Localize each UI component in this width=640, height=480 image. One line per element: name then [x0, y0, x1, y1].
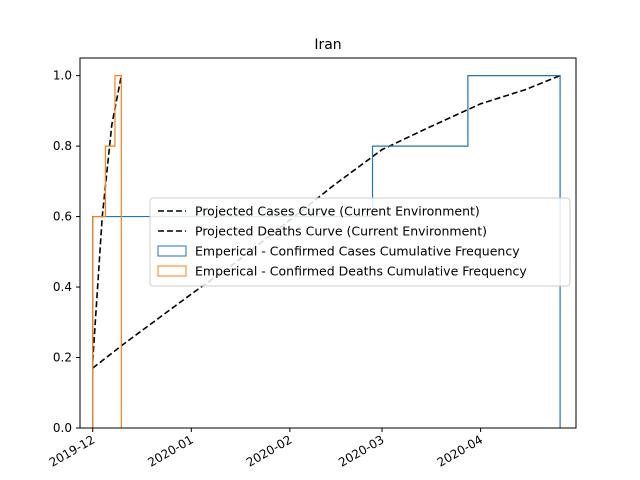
legend-label-1: Projected Deaths Curve (Current Environm… — [195, 224, 487, 239]
legend-box — [149, 197, 571, 287]
series-1-line — [91, 75, 123, 362]
legend-label-0: Projected Cases Curve (Current Environme… — [195, 204, 480, 219]
y-tick-label-4: 0.8 — [53, 139, 72, 153]
legend-label-3: Emperical - Confirmed Deaths Cumulative … — [195, 264, 527, 279]
series-3-histogram — [92, 75, 122, 428]
plot-frame — [79, 57, 577, 429]
y-tick-label-5: 1.0 — [53, 69, 72, 83]
series-2-histogram — [92, 75, 561, 428]
series-layer — [91, 74, 561, 428]
y-tick-label-0: 0.0 — [53, 421, 72, 435]
legend-swatch-2 — [157, 245, 187, 257]
legend-swatch-3 — [157, 265, 187, 277]
y-tick-label-2: 0.4 — [53, 280, 72, 294]
legend: Projected Cases Curve (Current Environme… — [149, 197, 571, 287]
series-0-line — [92, 74, 561, 369]
y-tick-label-1: 0.2 — [53, 351, 72, 365]
y-tick-label-3: 0.6 — [53, 210, 72, 224]
chart-title: Iran — [314, 37, 341, 53]
legend-label-2: Emperical - Confirmed Cases Cumulative F… — [195, 244, 520, 259]
